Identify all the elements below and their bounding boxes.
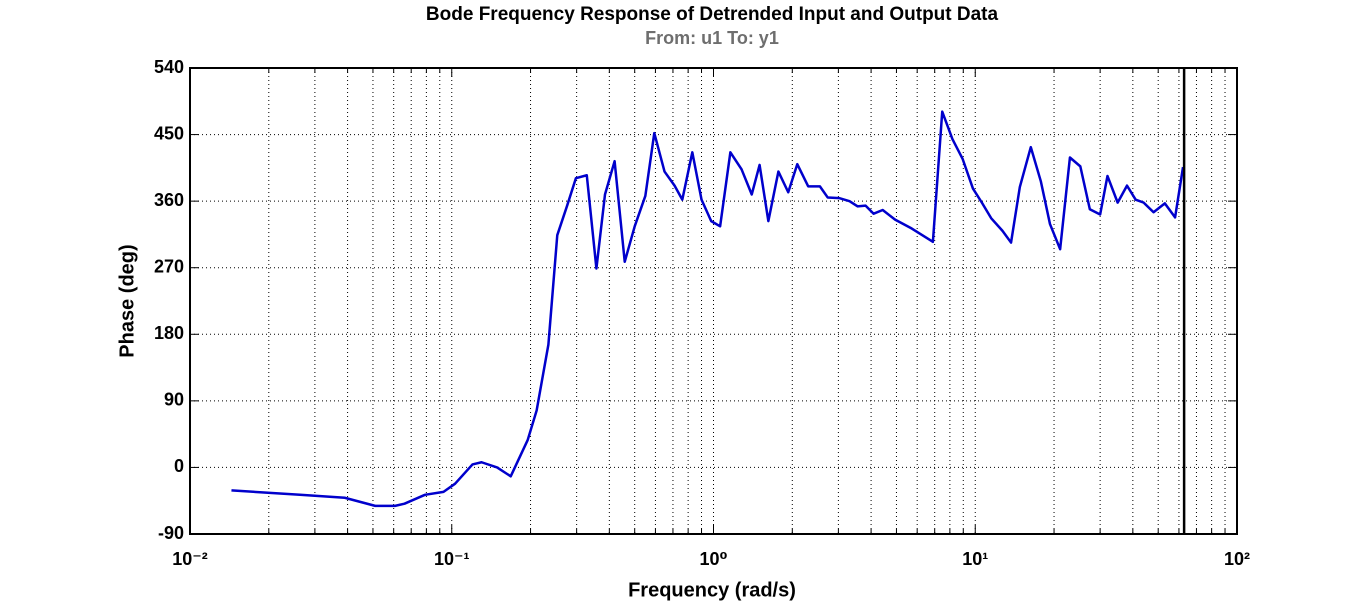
y-tick-label: 360 [154, 190, 184, 210]
y-tick-label: 90 [164, 390, 184, 410]
x-tick-label: 10² [1224, 549, 1250, 569]
y-axis-label: Phase (deg) [116, 244, 138, 357]
chart-subtitle: From: u1 To: y1 [645, 28, 779, 48]
y-tick-label: 450 [154, 123, 184, 143]
y-tick-label: 270 [154, 256, 184, 276]
x-axis-label: Frequency (rad/s) [628, 579, 796, 601]
x-tick-label: 10⁰ [700, 549, 728, 569]
x-tick-label: 10⁻² [172, 549, 208, 569]
y-tick-label: 180 [154, 323, 184, 343]
chart-title: Bode Frequency Response of Detrended Inp… [426, 4, 999, 25]
x-tick-label: 10¹ [962, 549, 988, 569]
plot-frame [189, 67, 1238, 535]
x-tick-label: 10⁻¹ [434, 549, 470, 569]
y-tick-label: 0 [174, 456, 184, 476]
y-tick-label: 540 [154, 57, 184, 77]
data-line [231, 110, 1185, 508]
y-tick-label: -90 [158, 523, 184, 543]
